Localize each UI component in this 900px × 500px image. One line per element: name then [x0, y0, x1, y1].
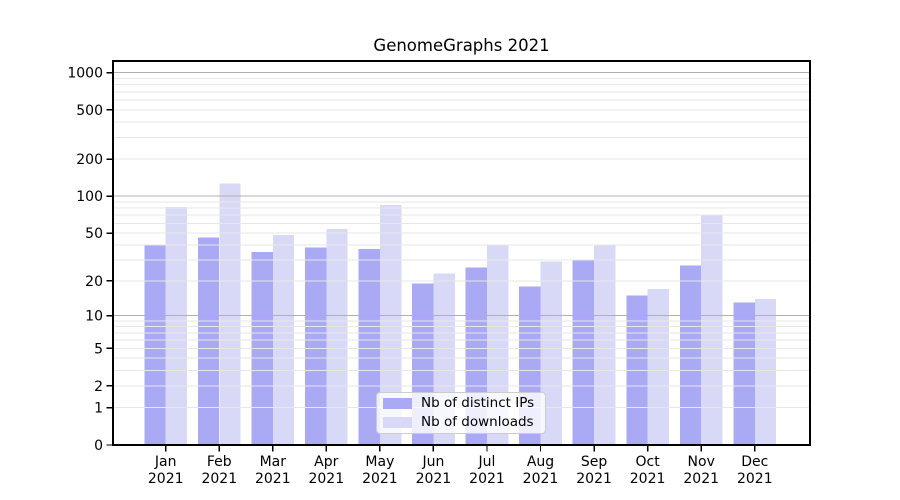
x-tick-label-year-feb: 2021 — [201, 471, 237, 487]
y-tick-label-0: 0 — [94, 438, 103, 454]
x-tick-label-month-aug: Aug — [527, 454, 554, 470]
legend-label-distinct-ips: Nb of distinct IPs — [421, 395, 535, 411]
x-tick-label-month-dec: Dec — [741, 454, 768, 470]
bar-downloads-feb — [219, 183, 241, 445]
legend-swatch-downloads — [383, 417, 412, 428]
chart-title: GenomeGraphs 2021 — [373, 36, 550, 55]
legend-swatch-distinct-ips — [383, 398, 412, 409]
x-tick-label-month-may: May — [365, 454, 394, 470]
x-tick-label-month-sep: Sep — [581, 454, 608, 470]
x-tick-label-year-may: 2021 — [362, 471, 398, 487]
bar-downloads-sep — [594, 244, 616, 445]
x-tick-label-year-nov: 2021 — [683, 471, 719, 487]
x-tick-label-month-oct: Oct — [635, 454, 660, 470]
x-tick-label-month-mar: Mar — [260, 454, 287, 470]
x-tick-label-month-nov: Nov — [688, 454, 715, 470]
y-tick-label-1000: 1000 — [67, 66, 103, 82]
x-tick-label-month-jul: Jul — [478, 454, 496, 470]
x-tick-label-year-oct: 2021 — [630, 471, 666, 487]
y-tick-label-1: 1 — [94, 401, 103, 417]
legend-label-downloads: Nb of downloads — [421, 414, 534, 430]
y-tick-label-100: 100 — [76, 189, 103, 205]
x-tick-label-year-jun: 2021 — [416, 471, 452, 487]
bar-downloads-jan — [165, 206, 188, 445]
y-tick-label-500: 500 — [76, 103, 103, 119]
x-tick-label-year-aug: 2021 — [523, 471, 559, 487]
x-tick-label-year-jul: 2021 — [469, 471, 505, 487]
x-tick-label-month-feb: Feb — [207, 454, 232, 470]
legend-item-distinct-ips: Nb of distinct IPs — [383, 395, 539, 412]
x-tick-label-month-jun: Jun — [421, 454, 444, 470]
bar-downloads-oct — [647, 289, 669, 445]
legend: Nb of distinct IPs Nb of downloads — [376, 392, 546, 434]
bar-downloads-dec — [754, 299, 777, 445]
x-tick-label-year-apr: 2021 — [308, 471, 344, 487]
x-tick-label-year-dec: 2021 — [737, 471, 773, 487]
x-tick-label-month-jan: Jan — [154, 454, 177, 470]
x-tick-label-year-mar: 2021 — [255, 471, 291, 487]
x-tick-label-month-apr: Apr — [314, 454, 338, 470]
y-tick-label-200: 200 — [76, 152, 103, 168]
bar-ips-feb — [197, 237, 220, 445]
bar-ips-dec — [733, 302, 755, 445]
bar-ips-jan — [144, 244, 166, 445]
x-tick-label-year-sep: 2021 — [576, 471, 612, 487]
legend-item-downloads: Nb of downloads — [383, 414, 539, 431]
bar-downloads-nov — [701, 215, 723, 445]
bar-ips-nov — [679, 265, 702, 445]
y-tick-label-20: 20 — [85, 274, 103, 290]
bar-downloads-may — [379, 204, 402, 445]
y-tick-label-2: 2 — [94, 379, 103, 395]
y-tick-label-10: 10 — [85, 309, 103, 325]
y-tick-label-5: 5 — [94, 341, 103, 357]
bar-downloads-apr — [326, 229, 348, 445]
bar-ips-apr — [304, 247, 327, 445]
plot-border — [112, 60, 811, 446]
bar-ips-may — [358, 248, 380, 445]
x-tick-label-year-jan: 2021 — [148, 471, 184, 487]
y-tick-label-50: 50 — [85, 226, 103, 242]
bar-ips-sep — [572, 259, 595, 445]
